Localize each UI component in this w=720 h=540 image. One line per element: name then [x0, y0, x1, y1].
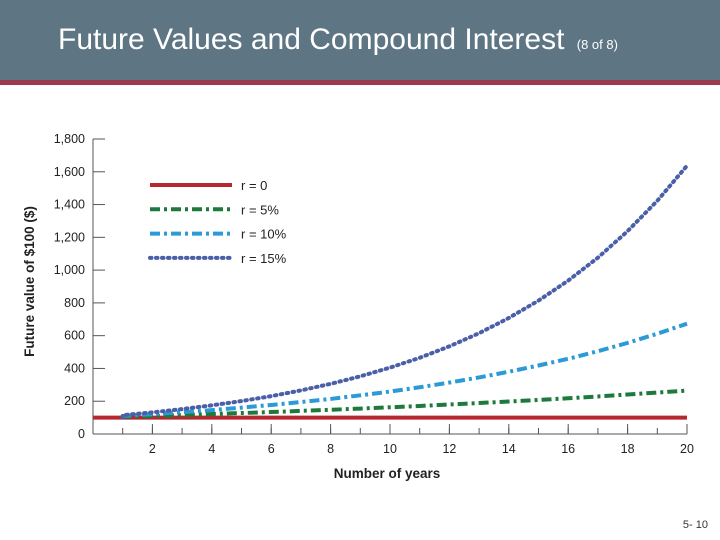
- series-line-2: [120, 388, 688, 419]
- legend-label: r = 0: [241, 178, 267, 193]
- y-axis-title: Future value of $100 ($): [22, 206, 37, 357]
- slide-number: 5- 10: [682, 519, 708, 531]
- legend-label: r = 15%: [241, 251, 287, 266]
- y-tick-label: 800: [64, 296, 85, 310]
- legend-label: r = 10%: [241, 227, 287, 242]
- x-tick-label: 14: [502, 442, 516, 456]
- y-tick-label: 1,400: [54, 198, 85, 212]
- y-tick-label: 1,600: [54, 165, 85, 179]
- y-tick-label: 200: [64, 394, 85, 408]
- header-divider: [0, 80, 720, 85]
- y-tick-label: 600: [64, 329, 85, 343]
- legend-label: r = 5%: [241, 202, 279, 217]
- x-axis-title: Number of years: [334, 466, 441, 481]
- y-tick-label: 1,000: [54, 263, 85, 277]
- x-tick-label: 18: [621, 442, 635, 456]
- x-tick-label: 20: [680, 442, 694, 456]
- y-tick-label: 0: [78, 427, 85, 441]
- x-tick-label: 2: [149, 442, 156, 456]
- slide-header: [0, 0, 720, 80]
- y-tick-label: 400: [64, 361, 85, 375]
- x-tick-label: 8: [327, 442, 334, 456]
- y-tick-label: 1,800: [54, 132, 85, 146]
- series-line-3: [120, 321, 688, 418]
- series-line-4: [120, 163, 689, 420]
- x-tick-label: 16: [561, 442, 575, 456]
- slide-title: Future Values and Compound Interest (8 o…: [58, 22, 618, 63]
- x-tick-label: 12: [442, 442, 456, 456]
- x-tick-label: 6: [268, 442, 275, 456]
- y-tick-label: 1,200: [54, 230, 85, 244]
- x-tick-label: 10: [383, 442, 397, 456]
- slide-title-suffix: (8 of 8): [576, 37, 618, 52]
- x-tick-label: 4: [208, 442, 215, 456]
- slide-title-text: Future Values and Compound Interest: [58, 23, 565, 56]
